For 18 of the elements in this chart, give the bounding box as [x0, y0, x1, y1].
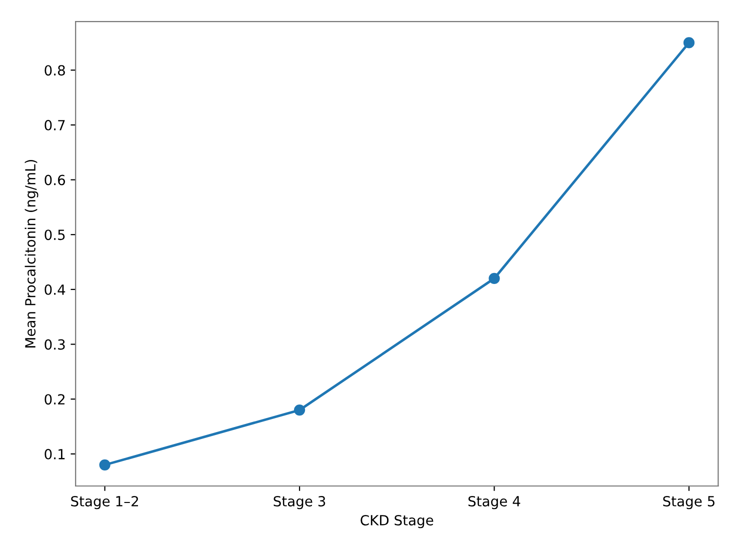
point	[683, 37, 695, 48]
x-tick-label: Stage 5	[663, 496, 714, 510]
x-tick-label: Stage 4	[468, 496, 520, 510]
y-axis-title: Mean Procalcitonin (ng/mL)	[24, 160, 38, 348]
y-tick-label: 0.8	[44, 65, 65, 76]
y-tick-label: 0.3	[44, 339, 65, 350]
point	[99, 459, 110, 470]
x-tick-label: Stage 3	[274, 496, 326, 510]
point	[488, 272, 500, 284]
x-tick-label: Stage 1–2	[71, 496, 138, 510]
y-tick-label: 0.1	[44, 448, 65, 460]
y-tick-label: 0.6	[44, 174, 66, 186]
y-tick-label: 0.5	[44, 230, 65, 240]
y-tick-label: 0.4	[44, 284, 66, 295]
x-axis-title: CKD Stage	[360, 514, 434, 528]
point	[294, 404, 306, 416]
y-tick-label: 0.7	[44, 120, 65, 130]
y-tick-label: 0.2	[44, 394, 64, 405]
